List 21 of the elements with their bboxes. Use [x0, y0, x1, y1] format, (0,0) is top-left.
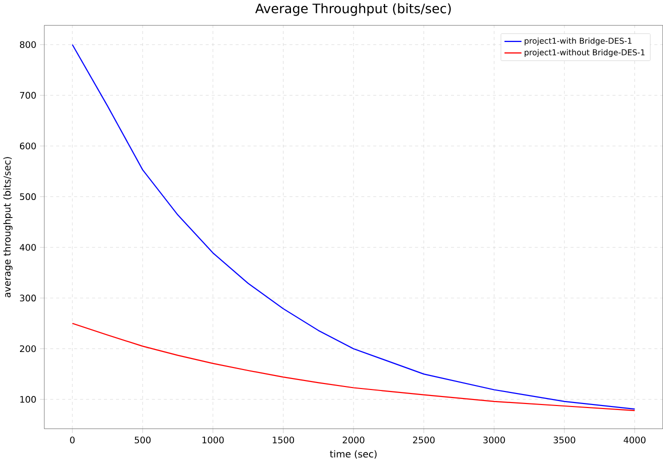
x-axis-title: time (sec) [330, 450, 377, 459]
y-tick-label: 500 [20, 193, 36, 200]
x-tick-label: 3500 [554, 436, 576, 444]
y-tick-label: 600 [20, 142, 36, 150]
x-tick-label: 2000 [342, 436, 364, 444]
chart-title: Average Throughput (bits/sec) [255, 3, 451, 16]
y-tick-label: 700 [20, 92, 36, 99]
x-tick-label: 1500 [272, 436, 294, 444]
y-tick-label: 400 [20, 244, 36, 251]
y-tick-label: 100 [20, 396, 36, 403]
x-tick-label: 4000 [624, 436, 646, 444]
y-axis-title: average throughput (bits/sec) [3, 157, 12, 298]
x-tick-label: 500 [134, 436, 151, 444]
x-tick-label: 3000 [483, 436, 505, 444]
x-tick-label: 0 [70, 436, 75, 444]
line-series [72, 322, 636, 412]
x-tick-label: 1000 [202, 436, 224, 444]
y-tick-label: 200 [20, 345, 36, 352]
y-tick-label: 800 [20, 41, 36, 48]
y-tick-label: 300 [20, 294, 36, 302]
x-tick-label: 2500 [413, 436, 435, 444]
